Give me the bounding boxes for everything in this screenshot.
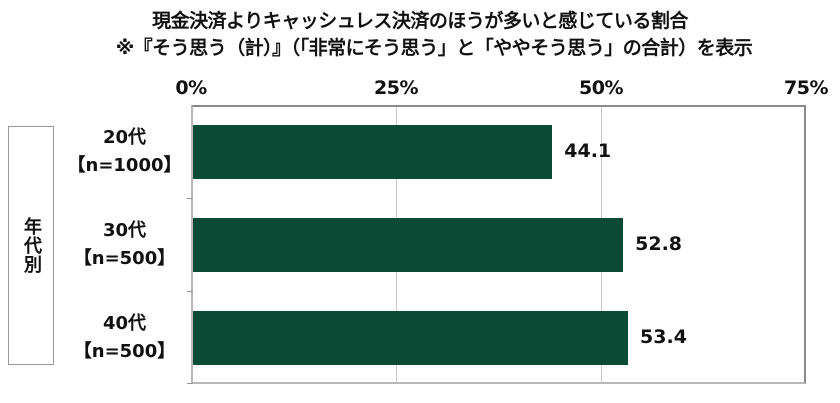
category-sample-size: 【n=500】 (73, 341, 176, 362)
bar-40s (193, 311, 629, 365)
group-label: 年代別 (21, 217, 42, 274)
y-tick (187, 383, 193, 384)
category-name: 40代 (102, 313, 147, 334)
bar-30s (193, 218, 624, 272)
bar-20s (193, 125, 553, 179)
category-label-30s: 30代 【n=500】 (62, 217, 187, 273)
x-tick-0: 0% (175, 77, 207, 99)
x-tick-50: 50% (579, 77, 623, 99)
plot-area: 44.1 52.8 53.4 (187, 105, 806, 384)
chart-subtitle: ※『そう思う（計）』（「非常にそう思う」と「ややそう思う」の合計）を表示 (115, 37, 753, 59)
category-label-40s: 40代 【n=500】 (62, 310, 187, 366)
value-label-30s: 52.8 (635, 233, 683, 255)
chart-title: 現金決済よりキャッシュレス決済のほうが多いと感じている割合 (152, 10, 688, 32)
category-sample-size: 【n=500】 (73, 248, 176, 269)
category-sample-size: 【n=1000】 (67, 155, 182, 176)
y-tick (187, 291, 193, 292)
category-name: 20代 (102, 127, 147, 148)
category-label-20s: 20代 【n=1000】 (62, 124, 187, 180)
x-tick-75: 75% (784, 77, 828, 99)
value-label-20s: 44.1 (564, 140, 612, 162)
y-tick (187, 198, 193, 199)
category-name: 30代 (102, 220, 147, 241)
x-tick-25: 25% (374, 77, 418, 99)
group-label-box: 年代別 (8, 126, 54, 365)
value-label-40s: 53.4 (640, 326, 687, 348)
